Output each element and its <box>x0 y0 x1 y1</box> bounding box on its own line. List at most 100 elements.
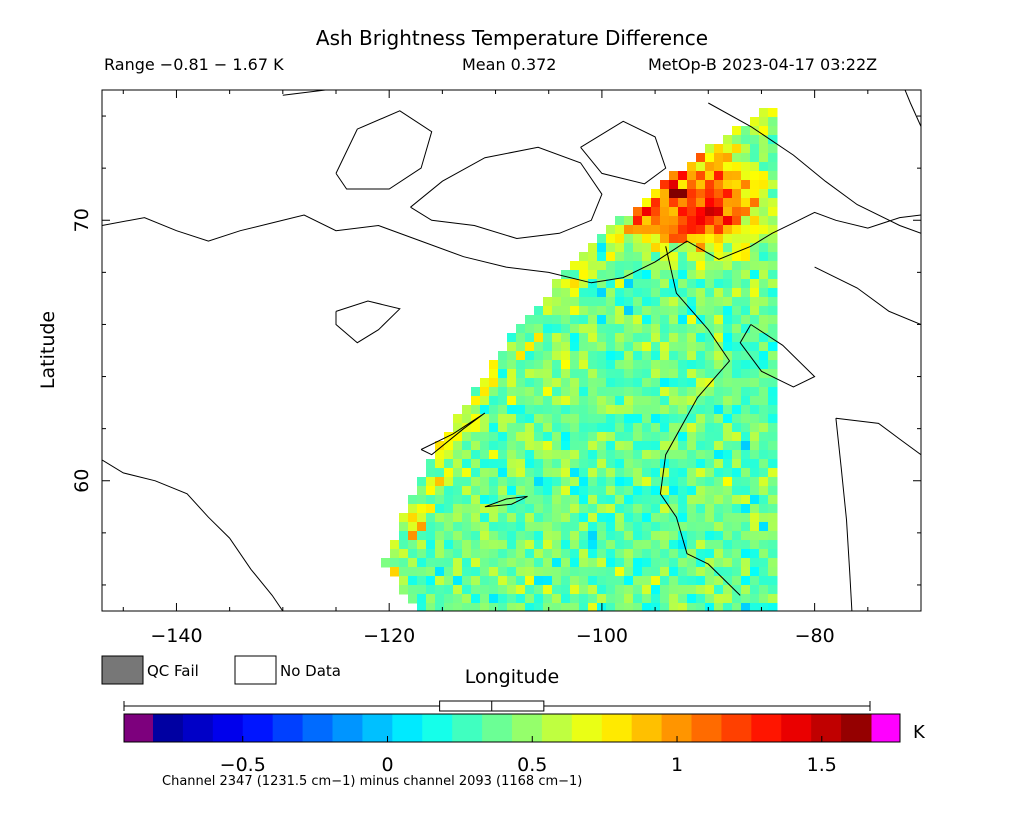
swath-cell <box>615 450 625 460</box>
swath-cell <box>750 342 760 352</box>
swath-cell <box>552 549 562 559</box>
swath-cell <box>624 378 634 388</box>
swath-cell <box>561 594 571 604</box>
swath-cell <box>561 342 571 352</box>
swath-cell <box>525 351 535 361</box>
swath-cell <box>705 279 715 289</box>
swath-cell <box>570 576 580 586</box>
coastline-path <box>835 417 921 456</box>
swath-cell <box>453 423 463 433</box>
swath-cell <box>525 540 535 550</box>
swath-cell <box>453 540 463 550</box>
swath-cell <box>732 306 742 316</box>
swath-cell <box>444 585 454 595</box>
swath-cell <box>732 216 742 226</box>
swath-cell <box>633 540 643 550</box>
swath-cell <box>471 486 481 496</box>
swath-cell <box>570 306 580 316</box>
swath-cell <box>453 522 463 532</box>
swath-cell <box>660 396 670 406</box>
swath-cell <box>597 459 607 469</box>
swath-cell <box>516 342 526 352</box>
swath-cell <box>660 324 670 334</box>
swath-cell <box>696 432 706 442</box>
swath-cell <box>525 369 535 379</box>
swath-cell <box>624 216 634 226</box>
swath-cell <box>417 531 427 541</box>
swath-cell <box>480 405 490 415</box>
swath-cell <box>507 531 517 541</box>
swath-cell <box>480 531 490 541</box>
swath-cell <box>606 270 616 280</box>
swath-cell <box>714 585 724 595</box>
swath-cell <box>732 171 742 181</box>
swath-cell <box>750 207 760 217</box>
swath-cell <box>651 414 661 424</box>
swath-cell <box>552 594 562 604</box>
swath-cell <box>498 549 508 559</box>
swath-cell <box>507 486 517 496</box>
swath-cell <box>678 252 688 262</box>
swath-cell <box>741 126 751 136</box>
swath-cell <box>651 279 661 289</box>
swath-cell <box>669 450 679 460</box>
swath-cell <box>705 603 715 611</box>
swath-cell <box>462 549 472 559</box>
swath-cell <box>750 153 760 163</box>
swath-cell <box>696 342 706 352</box>
swath-cell <box>687 576 697 586</box>
swath-cell <box>588 513 598 523</box>
swath-cell <box>768 261 778 271</box>
swath-cell <box>588 594 598 604</box>
colorbar-segment <box>631 714 663 742</box>
swath-cell <box>561 405 571 415</box>
swath-cell <box>579 396 589 406</box>
swath-cell <box>669 558 679 568</box>
swath-cell <box>768 369 778 379</box>
swath-cell <box>570 459 580 469</box>
swath-cell <box>525 387 535 397</box>
swath-cell <box>687 225 697 235</box>
swath-cell <box>732 378 742 388</box>
swath-cell <box>759 414 769 424</box>
legend-no-data: No Data <box>234 655 341 685</box>
swath-cell <box>714 162 724 172</box>
swath-cell <box>768 441 778 451</box>
swath-cell <box>651 387 661 397</box>
swath-cell <box>462 585 472 595</box>
swath-cell <box>561 459 571 469</box>
swath-cell <box>642 486 652 496</box>
swath-cell <box>624 405 634 415</box>
swath-cell <box>696 414 706 424</box>
swath-cell <box>426 540 436 550</box>
swath-cell <box>750 504 760 514</box>
swath-cell <box>723 306 733 316</box>
swath-cell <box>687 459 697 469</box>
swath-cell <box>714 450 724 460</box>
swath-cell <box>678 396 688 406</box>
swath-cell <box>435 549 445 559</box>
swath-cell <box>399 585 409 595</box>
swath-cell <box>444 558 454 568</box>
swath-cell <box>687 504 697 514</box>
swath-cell <box>768 405 778 415</box>
swath-cell <box>597 252 607 262</box>
swath-cell <box>723 504 733 514</box>
colorbar-segment <box>482 714 513 742</box>
swath-cell <box>705 252 715 262</box>
swath-cell <box>516 432 526 442</box>
coastline-path <box>410 146 603 240</box>
swath-cell <box>579 504 589 514</box>
swath-cell <box>579 549 589 559</box>
swath-cell <box>714 234 724 244</box>
swath-cell <box>678 558 688 568</box>
swath-cell <box>453 468 463 478</box>
swath-cell <box>543 531 553 541</box>
swath-cell <box>651 495 661 505</box>
swath-cell <box>741 414 751 424</box>
swath-cell <box>768 171 778 181</box>
swath-cell <box>462 594 472 604</box>
swath-cell <box>687 387 697 397</box>
swath-cell <box>606 576 616 586</box>
swath-cell <box>435 459 445 469</box>
